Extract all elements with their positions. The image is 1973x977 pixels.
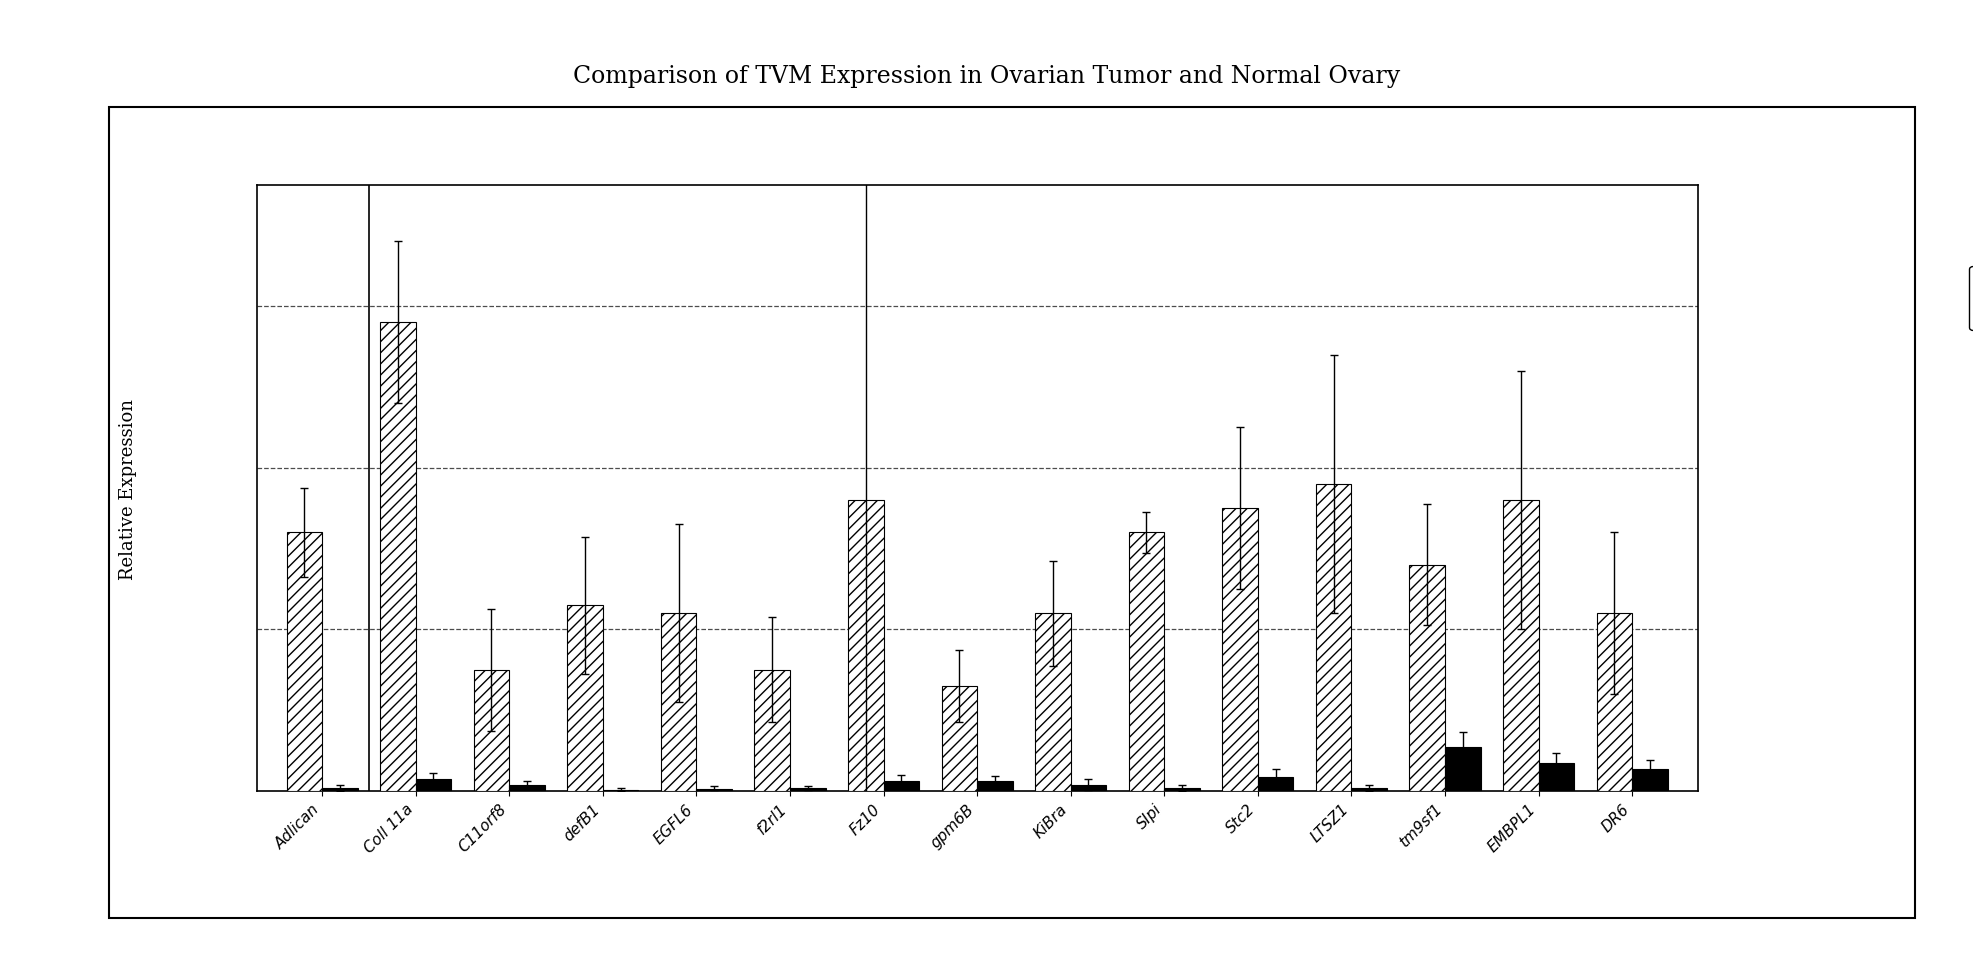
Bar [474, 670, 509, 791]
Bar [509, 785, 545, 791]
Bar [322, 788, 357, 791]
Bar [754, 670, 789, 791]
Bar [1316, 485, 1352, 791]
Bar [1352, 788, 1387, 791]
Bar [941, 687, 977, 791]
Bar [1632, 769, 1667, 791]
Bar [884, 782, 919, 791]
Bar [602, 789, 637, 791]
Bar [286, 532, 322, 791]
Bar [1596, 614, 1632, 791]
Bar [416, 780, 452, 791]
Bar [1034, 614, 1069, 791]
Bar [977, 782, 1012, 791]
Bar [1069, 785, 1105, 791]
Bar [848, 500, 884, 791]
Text: Relative Expression: Relative Expression [118, 398, 138, 579]
Bar [1444, 747, 1480, 791]
Bar [789, 788, 825, 791]
Bar [1537, 763, 1572, 791]
Bar [566, 606, 602, 791]
Text: Comparison of TVM Expression in Ovarian Tumor and Normal Ovary: Comparison of TVM Expression in Ovarian … [572, 64, 1401, 88]
Bar [1501, 500, 1537, 791]
Bar [1257, 777, 1292, 791]
Bar [1221, 509, 1257, 791]
Bar [696, 789, 732, 791]
Bar [381, 323, 416, 791]
Legend: Tumor, Normal: Tumor, Normal [1969, 267, 1973, 331]
Bar [1129, 532, 1164, 791]
Bar [1164, 788, 1200, 791]
Bar [661, 614, 696, 791]
Bar [1409, 566, 1444, 791]
